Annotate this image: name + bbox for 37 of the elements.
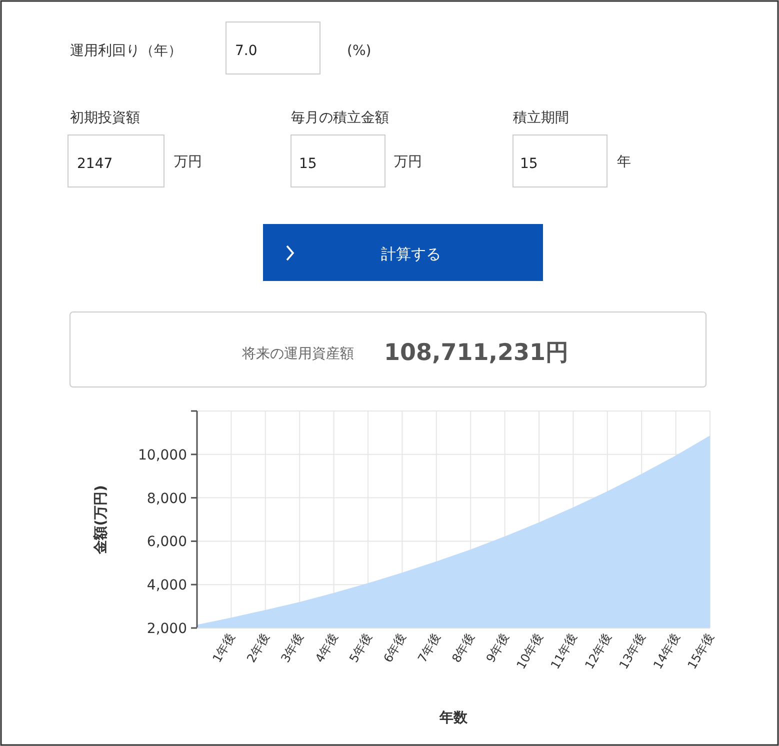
x-tick-label: 2年後 bbox=[244, 630, 272, 665]
x-tick-label: 15年後 bbox=[684, 630, 717, 672]
y-tick-label: 2,000 bbox=[146, 621, 187, 637]
text: (%) bbox=[347, 43, 372, 59]
text: 108,711,231円 bbox=[384, 340, 569, 366]
y-tick-label: 6,000 bbox=[146, 534, 187, 550]
x-axis-title: 年数 bbox=[438, 710, 468, 726]
text: 7.0 bbox=[235, 43, 258, 59]
y-tick-label: 4,000 bbox=[146, 578, 187, 594]
text: 初期投資額 bbox=[70, 110, 140, 126]
x-tick-label: 3年後 bbox=[278, 630, 306, 665]
x-tick-label: 11年後 bbox=[548, 630, 580, 672]
x-tick-label: 12年後 bbox=[582, 630, 614, 672]
text: 毎月の積立金額 bbox=[291, 110, 389, 126]
x-tick-label: 8年後 bbox=[449, 630, 478, 665]
text: 年 bbox=[617, 154, 631, 170]
x-tick-label: 4年後 bbox=[312, 630, 340, 665]
x-tick-label: 7年後 bbox=[415, 630, 443, 665]
x-tick-label: 9年後 bbox=[483, 630, 512, 665]
text: 15 bbox=[299, 156, 317, 172]
x-tick-label: 6年後 bbox=[380, 630, 409, 665]
x-tick-label: 13年後 bbox=[616, 630, 648, 672]
text: 積立期間 bbox=[513, 110, 569, 126]
y-axis-title: 金額(万円) bbox=[92, 485, 109, 555]
y-tick-label: 8,000 bbox=[146, 490, 187, 507]
text: 運用利回り（年） bbox=[70, 43, 182, 59]
text: 2147 bbox=[77, 156, 113, 172]
y-tick-label: 10,000 bbox=[138, 447, 187, 464]
text: 将来の運用資産額 bbox=[241, 346, 354, 362]
text: 万円 bbox=[394, 154, 422, 170]
x-tick-label: 14年後 bbox=[650, 630, 682, 672]
text: 万円 bbox=[174, 154, 202, 170]
x-tick-label: 5年後 bbox=[346, 630, 375, 665]
text: 15 bbox=[520, 156, 538, 172]
text: 計算する bbox=[381, 245, 441, 263]
x-tick-label: 1年後 bbox=[210, 630, 238, 665]
x-tick-label: 10年後 bbox=[514, 630, 546, 672]
